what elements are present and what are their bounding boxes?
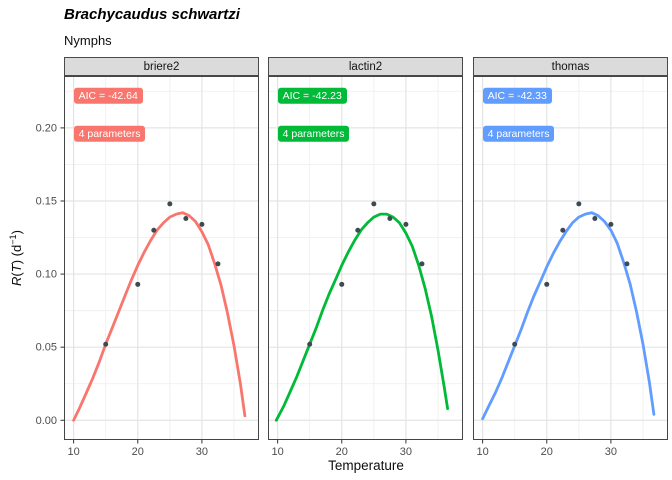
plot-panel: 10 20 30 AIC = -42.33 4 parameters [473,76,668,458]
data-point [419,261,425,267]
x-tick-label: 20 [132,446,144,458]
y-tick-label: 0.10 [36,269,57,281]
x-tick-label: 20 [336,446,348,458]
data-point [307,341,313,347]
facet-strip-label: briere2 [143,60,180,73]
fit-curve-thomas [481,211,656,421]
data-point [183,216,189,222]
fit-curve-lactin2 [274,212,450,422]
data-point [403,221,409,227]
data-point [608,221,614,227]
data-point [560,227,566,233]
plot-title: Brachycaudus schwartzi [64,6,240,23]
facet-thomas: thomas 10 20 30 AIC = -42.33 4 parameters [473,57,668,458]
parameters-label: 4 parameters [277,125,350,142]
x-tick-label: 10 [476,446,488,458]
y-tick-label: 0.15 [36,195,57,207]
x-tick-label: 30 [400,446,412,458]
x-axis-title: Temperature [328,458,404,473]
plot-panel: 10 20 30 0.00 0.05 0.10 0.15 0.20 AIC = -42.64 … [36,76,259,458]
parameters-label: 4 parameters [73,125,146,142]
y-tick-label: 0.00 [36,415,57,427]
aic-label: AIC = -42.33 [482,87,552,104]
plot-subtitle: Nymphs [64,33,112,48]
data-point [371,201,377,207]
data-point [544,281,550,287]
panel-border [473,76,668,440]
facet-strip-label: lactin2 [348,60,383,73]
data-point [339,281,345,287]
panel-border [268,76,463,440]
x-tick-label: 10 [271,446,283,458]
x-tick-label: 10 [67,446,79,458]
aic-label: AIC = -42.23 [277,87,347,104]
y-tick-label: 0.05 [36,342,57,354]
x-tick-label: 30 [196,446,208,458]
data-point [167,201,173,207]
data-point [512,341,518,347]
facet-lactin2: lactin2 10 20 30 AIC = -42.23 4 parameters [268,57,463,458]
facet-strip: thomas [473,57,668,76]
x-tick-label: 20 [541,446,553,458]
facet-plot-svg: 10 20 30 0.00 0.05 0.10 0.15 0.20 [36,76,259,458]
data-point [576,201,582,207]
data-point [215,261,221,267]
facet-briere2: briere2 10 20 30 0.00 0.05 0.10 0.15 0.20 AIC =… [36,57,259,458]
plot-panel: 10 20 30 AIC = -42.23 4 parameters [268,76,463,458]
panel-border [64,76,259,440]
facet-strip-label: thomas [551,60,590,73]
data-point [135,281,141,287]
y-tick-label: 0.20 [36,122,57,134]
y-axis-title: R(T) (d−1) [7,230,25,286]
data-point [199,221,205,227]
data-point [592,216,598,222]
parameters-label: 4 parameters [482,125,555,142]
x-tick-label: 30 [605,446,617,458]
data-point [151,227,157,233]
data-point [355,227,361,233]
data-point [387,216,393,222]
fit-curve-briere2 [72,211,247,422]
aic-label: AIC = -42.64 [73,87,143,104]
facet-strip: briere2 [64,57,259,76]
data-point [624,261,630,267]
data-point [103,341,109,347]
facet-strip: lactin2 [268,57,463,76]
